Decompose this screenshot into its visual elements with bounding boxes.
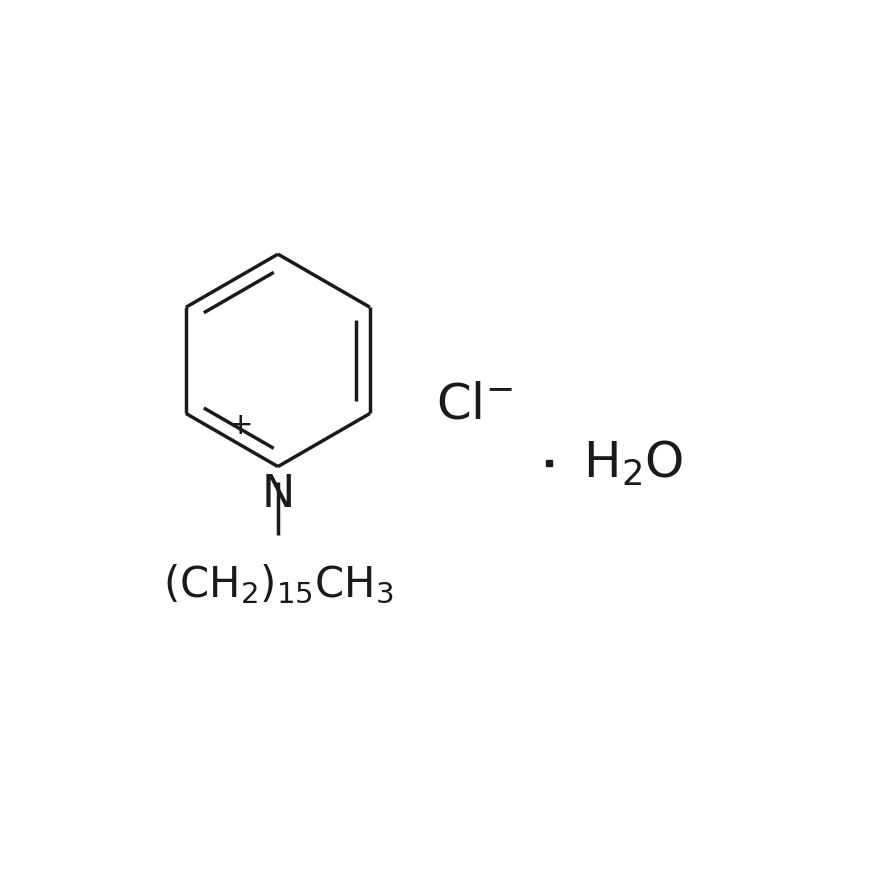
- Text: +: +: [228, 411, 253, 440]
- Text: $\mathregular{H_2O}$: $\mathregular{H_2O}$: [583, 439, 684, 488]
- Text: N: N: [262, 473, 295, 516]
- Text: $\mathregular{(CH_2)_{15}CH_3}$: $\mathregular{(CH_2)_{15}CH_3}$: [163, 562, 393, 606]
- Text: $\mathregular{Cl^{-}}$: $\mathregular{Cl^{-}}$: [435, 381, 513, 429]
